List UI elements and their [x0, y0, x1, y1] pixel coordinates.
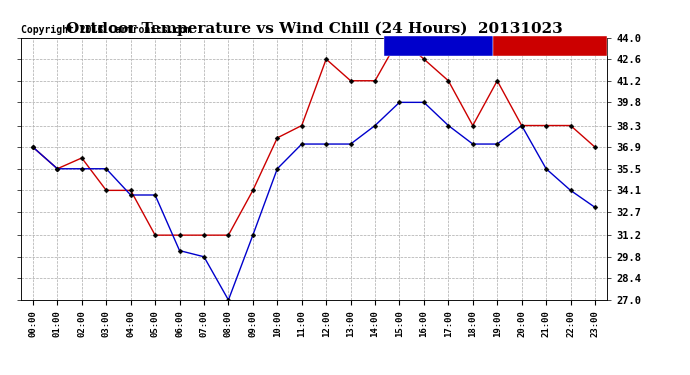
Title: Outdoor Temperature vs Wind Chill (24 Hours)  20131023: Outdoor Temperature vs Wind Chill (24 Ho…	[66, 22, 562, 36]
Text: Temperature (°F): Temperature (°F)	[496, 42, 589, 51]
Text: Copyright 2013 Cartronics.com: Copyright 2013 Cartronics.com	[21, 25, 191, 35]
Text: Wind Chill (°F): Wind Chill (°F)	[388, 42, 474, 51]
